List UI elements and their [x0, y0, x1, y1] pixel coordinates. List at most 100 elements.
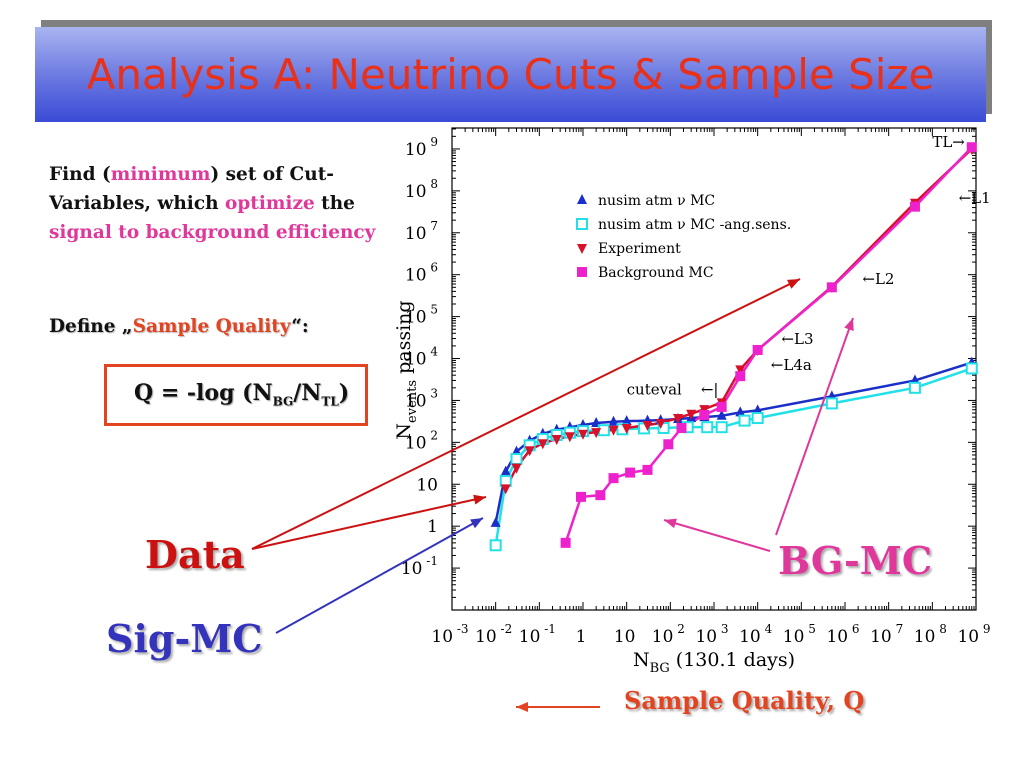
legend-marker	[577, 194, 587, 204]
y-tick-label: 10 6	[405, 261, 438, 286]
series-1-point	[908, 381, 921, 394]
series-1-point	[751, 412, 764, 425]
series-2-point	[621, 423, 632, 434]
series-3-point	[595, 490, 606, 501]
series-2-point	[564, 432, 575, 443]
series-3-point	[663, 439, 674, 450]
series-0-point	[752, 404, 763, 415]
define-quality: Sample Quality	[132, 316, 292, 337]
legend-entry: nusim atm ν MC	[598, 193, 715, 209]
series-1-point	[825, 397, 838, 410]
x-tick-label: 10 -1	[519, 622, 556, 647]
x-tick-label: 10 7	[870, 622, 903, 647]
x-tick-label: 10 3	[695, 622, 728, 647]
x-tick-label: 10 6	[826, 622, 859, 647]
sigmc-label: Sig-MC	[106, 616, 263, 661]
data-arrow	[251, 496, 487, 550]
series-0-point	[621, 415, 632, 426]
formula-bg: BG	[272, 394, 294, 409]
y-tick-label: 10 4	[405, 345, 438, 370]
cut-annotation: TL→	[932, 133, 965, 151]
series-3-point	[966, 142, 977, 153]
series-0-point	[608, 415, 619, 426]
intro-the: the	[314, 193, 355, 214]
series-1-point	[738, 414, 751, 427]
x-tick-label: 10 4	[739, 622, 772, 647]
bgmc-arrow-head	[664, 518, 677, 529]
formula-close: )	[338, 380, 350, 406]
series-3-point	[576, 491, 587, 502]
series-2-point	[608, 425, 619, 436]
y-tick-label: 1	[427, 517, 438, 537]
series-1-point	[701, 421, 714, 434]
x-tick-label: 10 2	[652, 622, 685, 647]
series-2-point	[551, 435, 562, 446]
intro-signal: signal to background efficiency	[49, 222, 376, 243]
intro-minimum: minimum	[110, 164, 211, 185]
series-2-point	[511, 463, 522, 474]
x-tick-label: 10	[614, 627, 636, 647]
x-tick-label: 1	[576, 627, 587, 647]
y-tick-label: 10 7	[405, 219, 438, 244]
intro-rest: ) set of Cut-Variables, which	[49, 164, 334, 214]
x-tick-label: 10 -3	[431, 622, 468, 647]
x-tick-label: 10 5	[783, 622, 816, 647]
series-3-point	[716, 401, 727, 412]
y-tick-label: 10 2	[405, 428, 438, 453]
series-1-point	[510, 453, 523, 466]
sample-quality-arrow-head	[516, 702, 528, 712]
series-2-point	[642, 420, 653, 431]
series-2-point	[686, 409, 697, 420]
series-3-point	[909, 201, 920, 212]
series-3-point	[826, 282, 837, 293]
title-bar: Analysis A: Neutrino Cuts & Sample Size	[35, 27, 986, 122]
series-2-point	[673, 414, 684, 425]
formula-q: Q = -log (N	[134, 380, 273, 406]
cut-annotation: ←L3	[781, 330, 813, 348]
define-suffix: “:	[291, 316, 309, 337]
y-tick-label: 10	[416, 475, 438, 495]
series-2-point	[500, 484, 511, 495]
formula: Q = -log (NBG/NTL)	[134, 380, 349, 408]
series-2-point	[578, 429, 588, 440]
series-1-point	[597, 424, 610, 437]
cut-annotation: ←|	[701, 380, 719, 398]
y-tick-label: 10 8	[405, 177, 438, 202]
data-arrow-head	[787, 279, 800, 289]
sigmc-arrow-head	[470, 518, 483, 529]
cut-annotation: cuteval	[627, 380, 682, 398]
x-axis-label: NBG (130.1 days)	[633, 649, 795, 676]
legend-entry: Experiment	[598, 241, 681, 257]
series-3-point	[608, 473, 619, 484]
series-0-point	[500, 465, 511, 476]
x-tick-label: 10 8	[914, 622, 947, 647]
series-2-point	[524, 446, 535, 457]
data-label: Data	[145, 532, 245, 577]
series-0-point	[735, 406, 746, 417]
cut-annotation: ←L4a	[771, 356, 812, 374]
formula-box	[104, 364, 368, 426]
series-3-point	[699, 409, 710, 420]
intro-optimize: optimize	[225, 193, 315, 214]
series-2-point	[591, 428, 602, 439]
series-3-point	[676, 422, 687, 433]
sample-quality-label: Sample Quality, Q	[624, 686, 865, 715]
series-line-0	[494, 361, 973, 524]
cut-annotation: ←L1	[959, 189, 991, 207]
legend-entry: nusim atm ν MC -ang.sens.	[598, 217, 791, 233]
series-3-point	[752, 344, 763, 355]
series-2-point	[735, 365, 746, 376]
data-arrow	[251, 278, 801, 550]
y-axis-label: Nevents passing	[393, 300, 420, 439]
series-2-point	[537, 439, 548, 450]
legend-marker	[577, 244, 587, 254]
bgmc-arrow	[663, 519, 771, 552]
series-2-point	[655, 418, 666, 429]
series-1-point	[489, 539, 502, 552]
bgmc-arrow	[775, 317, 854, 536]
series-1-point	[715, 421, 728, 434]
y-tick-label: 10 3	[405, 386, 438, 411]
series-line-1	[494, 367, 973, 546]
bgmc-label: BG-MC	[778, 538, 933, 583]
series-3-point	[642, 464, 653, 475]
